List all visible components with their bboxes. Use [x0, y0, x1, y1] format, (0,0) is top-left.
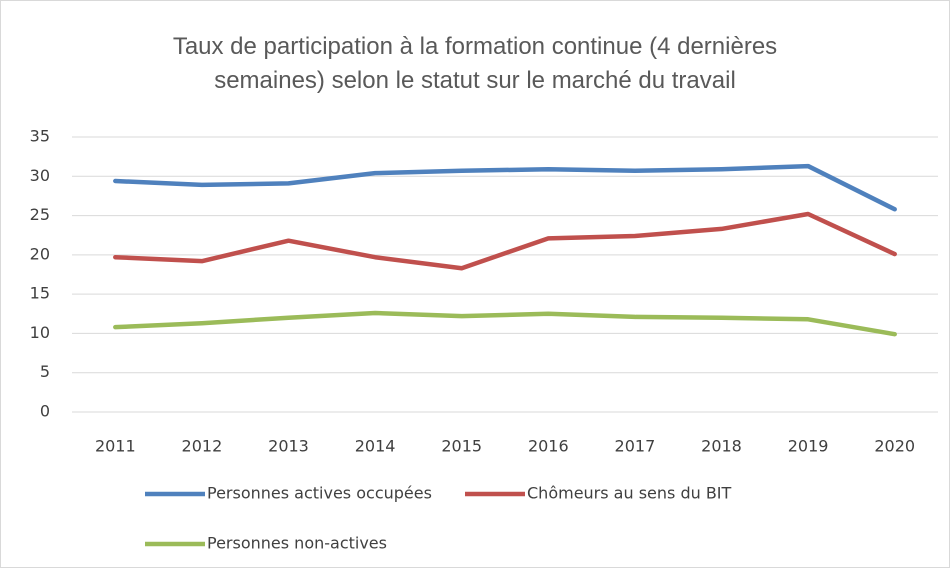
- x-tick-label: 2018: [701, 437, 742, 456]
- legend-label: Chômeurs au sens du BIT: [527, 484, 732, 503]
- y-tick-label: 10: [30, 323, 50, 342]
- y-tick-label: 35: [30, 127, 50, 146]
- y-tick-label: 20: [30, 244, 50, 263]
- series-line: [113, 211, 897, 271]
- y-tick-label: 25: [30, 205, 50, 224]
- x-tick-label: 2015: [441, 437, 482, 456]
- x-tick-label: 2011: [95, 437, 136, 456]
- legend-label: Personnes non-actives: [207, 534, 387, 553]
- y-tick-label: 15: [30, 284, 50, 303]
- x-tick-label: 2020: [874, 437, 915, 456]
- x-tick-label: 2012: [182, 437, 223, 456]
- series-line: [113, 163, 897, 212]
- x-tick-label: 2017: [615, 437, 656, 456]
- legend-label: Personnes actives occupées: [207, 484, 432, 503]
- x-tick-label: 2016: [528, 437, 569, 456]
- y-tick-label: 0: [40, 402, 50, 421]
- chart-title: Taux de participation à la formation con…: [172, 33, 778, 94]
- series-line: [113, 310, 897, 337]
- x-tick-label: 2014: [355, 437, 396, 456]
- x-tick-label: 2019: [788, 437, 829, 456]
- y-tick-label: 30: [30, 166, 50, 185]
- x-tick-label: 2013: [268, 437, 309, 456]
- y-tick-label: 5: [40, 362, 50, 381]
